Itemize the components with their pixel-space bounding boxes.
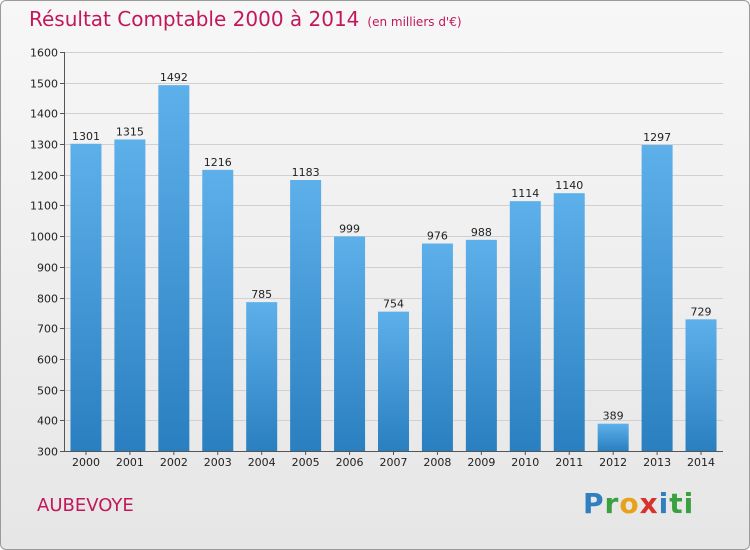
y-tick-label: 1300 xyxy=(30,139,58,152)
y-tick-label: 1000 xyxy=(30,231,58,244)
data-label: 729 xyxy=(691,305,712,318)
chart-title: Résultat Comptable 2000 à 2014 xyxy=(29,7,360,31)
y-tick-label: 600 xyxy=(37,354,58,367)
x-tick-label: 2001 xyxy=(116,456,144,469)
x-tick-label: 2002 xyxy=(160,456,188,469)
x-tick-label: 2009 xyxy=(467,456,495,469)
x-tick-label: 2008 xyxy=(423,456,451,469)
y-tick-label: 1100 xyxy=(30,200,58,213)
data-label: 1183 xyxy=(292,166,320,179)
x-tick-label: 2013 xyxy=(643,456,671,469)
bar xyxy=(465,239,497,451)
y-tick-label: 700 xyxy=(37,323,58,336)
bar xyxy=(246,302,278,451)
bar xyxy=(290,179,322,451)
y-tick-label: 500 xyxy=(37,385,58,398)
axis-layer: 300 400 500 600 700 800 900 1000 1100 1200 1300 140… xyxy=(30,47,723,469)
x-tick-label: 2004 xyxy=(248,456,276,469)
logo-letter: o xyxy=(619,487,640,520)
bar-layer xyxy=(70,85,717,452)
data-label: 1114 xyxy=(511,187,539,200)
data-label: 1492 xyxy=(160,71,188,84)
data-label: 999 xyxy=(339,222,360,235)
chart-subtitle: (en milliers d'€) xyxy=(367,15,462,29)
y-tick-label: 1500 xyxy=(30,78,58,91)
x-tick-label: 2007 xyxy=(380,456,408,469)
bar xyxy=(158,85,190,451)
data-label: 1297 xyxy=(643,131,671,144)
x-tick-label: 2012 xyxy=(599,456,627,469)
logo-letter: P xyxy=(583,487,605,520)
label-layer: 1301 1315 1492 1216 785 1183 999 754 976 988 1114 1… xyxy=(72,71,712,423)
bar xyxy=(70,143,102,451)
x-tick-label: 2010 xyxy=(511,456,539,469)
y-tick-label: 1600 xyxy=(30,47,58,60)
x-tick-label: 2014 xyxy=(687,456,715,469)
data-label: 389 xyxy=(603,410,624,423)
data-label: 976 xyxy=(427,230,448,243)
logo-letter: ti xyxy=(669,487,695,520)
y-tick-label: 300 xyxy=(37,446,58,459)
logo-letter: i xyxy=(658,487,670,520)
place-name: AUBEVOYE xyxy=(37,495,134,516)
x-tick-label: 2000 xyxy=(72,456,100,469)
y-tick-label: 900 xyxy=(37,262,58,275)
proxiti-logo: Proxiti xyxy=(583,487,694,520)
data-label: 1315 xyxy=(116,125,144,138)
bar xyxy=(114,139,146,451)
chart-title-block: Résultat Comptable 2000 à 2014 (en millie… xyxy=(29,7,462,31)
bar xyxy=(553,193,585,451)
data-label: 1216 xyxy=(204,156,232,169)
bar xyxy=(509,201,541,451)
bar xyxy=(378,311,409,451)
x-tick-label: 2011 xyxy=(555,456,583,469)
y-tick-label: 1200 xyxy=(30,170,58,183)
x-tick-label: 2006 xyxy=(336,456,364,469)
data-label: 988 xyxy=(471,226,492,239)
bar xyxy=(421,243,453,451)
y-tick-label: 400 xyxy=(37,415,58,428)
y-tick-label: 800 xyxy=(37,293,58,306)
x-tick-label: 2005 xyxy=(292,456,320,469)
bar xyxy=(202,169,234,451)
data-label: 1301 xyxy=(72,130,100,143)
logo-letter: x xyxy=(639,487,659,520)
bar xyxy=(685,319,717,451)
data-label: 785 xyxy=(251,288,272,301)
data-label: 1140 xyxy=(555,179,583,192)
logo-letter: r xyxy=(604,487,620,520)
bar xyxy=(641,144,673,452)
data-label: 754 xyxy=(383,298,404,311)
bar xyxy=(597,423,629,451)
y-tick-label: 1400 xyxy=(30,108,58,121)
bar xyxy=(334,236,366,451)
x-tick-label: 2003 xyxy=(204,456,232,469)
